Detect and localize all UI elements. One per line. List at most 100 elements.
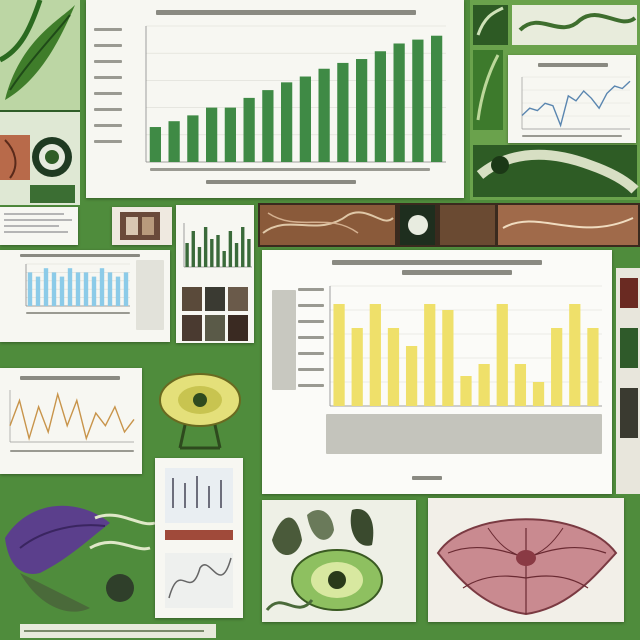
illegible-text xyxy=(20,254,140,257)
flower-icon xyxy=(5,505,156,612)
orange-line-chart-card xyxy=(0,368,142,474)
bar xyxy=(431,35,443,162)
leaf-photo-collage xyxy=(0,0,80,205)
bar xyxy=(67,268,73,306)
illegible-text xyxy=(26,312,130,314)
bar xyxy=(107,272,113,306)
illegible-text xyxy=(156,10,416,15)
leaf-photos-and-line-chart xyxy=(470,0,640,200)
bar xyxy=(123,272,129,306)
bar xyxy=(442,310,454,406)
bar xyxy=(59,276,65,306)
bar xyxy=(374,51,386,162)
illegible-text xyxy=(94,92,122,95)
illegible-text xyxy=(94,140,122,143)
illegible-text xyxy=(298,368,324,371)
bar xyxy=(91,276,97,306)
bar xyxy=(587,328,599,406)
bar xyxy=(478,364,490,406)
bar xyxy=(496,304,508,406)
bar xyxy=(43,268,49,306)
purple-flower-illustration xyxy=(0,478,160,618)
illegible-text xyxy=(94,76,122,79)
illegible-text xyxy=(326,414,602,454)
bar xyxy=(99,268,105,306)
bar xyxy=(27,272,33,306)
bar xyxy=(387,328,400,406)
dark-bar-chart xyxy=(183,223,252,268)
venation-diagram-card xyxy=(428,498,624,622)
bar xyxy=(191,231,195,267)
blue-bar-chart-card xyxy=(0,250,170,342)
leaf-eye-icon xyxy=(159,373,241,450)
bar xyxy=(551,328,563,406)
specimen-sketch-card xyxy=(155,458,243,618)
illegible-text xyxy=(298,384,324,387)
blue-bar-chart xyxy=(20,254,164,330)
illegible-text xyxy=(298,352,324,355)
orange-line-chart xyxy=(9,376,135,452)
bar xyxy=(197,247,202,267)
illegible-text xyxy=(136,260,164,330)
yellow-bar-chart-card xyxy=(262,250,612,494)
illegible-text xyxy=(94,124,122,127)
bar xyxy=(247,239,251,267)
illegible-text xyxy=(94,28,122,31)
bar xyxy=(351,328,363,406)
seed-pod-icon xyxy=(473,5,639,197)
illegible-text xyxy=(402,270,512,275)
illegible-text xyxy=(298,336,324,339)
bar xyxy=(228,231,233,267)
bar xyxy=(224,107,236,162)
bar xyxy=(243,97,255,162)
illegible-text xyxy=(332,260,542,265)
series-line xyxy=(521,80,631,128)
bar xyxy=(35,276,41,306)
bar xyxy=(318,68,330,162)
bar xyxy=(210,239,214,267)
green-bar-chart xyxy=(94,10,446,184)
leaf-icon xyxy=(0,0,80,205)
bar xyxy=(51,272,57,306)
text-snippet-card xyxy=(0,207,78,245)
bar xyxy=(75,272,81,306)
seed-illustration-card xyxy=(262,500,416,622)
illegible-text xyxy=(298,320,324,323)
blue-line-chart xyxy=(521,63,631,137)
bar xyxy=(234,243,239,267)
bar xyxy=(424,304,436,406)
bar xyxy=(187,115,199,162)
bar xyxy=(514,364,527,406)
bar xyxy=(149,127,161,162)
illegible-text xyxy=(298,304,324,307)
specimen-column xyxy=(616,268,640,494)
blue-line-chart-card xyxy=(508,55,636,143)
illegible-text xyxy=(412,476,442,480)
illegible-text xyxy=(206,180,356,184)
green-bar-chart-card xyxy=(86,0,464,198)
photo-thumbnail xyxy=(112,207,172,245)
bar xyxy=(115,276,121,306)
bar xyxy=(299,76,311,162)
illegible-text xyxy=(298,288,324,291)
bar xyxy=(281,82,293,162)
leaf-eye-illustration xyxy=(150,370,250,450)
bar xyxy=(569,304,581,406)
dark-bar-chart-card xyxy=(176,205,254,343)
bar xyxy=(337,62,349,162)
illegible-text xyxy=(94,44,122,47)
bar xyxy=(203,227,208,267)
illegible-text xyxy=(20,376,120,380)
bar xyxy=(356,59,368,162)
root-texture-strip xyxy=(258,203,640,247)
bar xyxy=(405,346,418,406)
bar xyxy=(222,251,226,267)
illegible-text xyxy=(10,450,134,452)
illegible-text xyxy=(150,168,430,171)
series-line xyxy=(9,391,135,442)
yellow-bar-chart xyxy=(272,260,602,480)
illegible-text xyxy=(272,290,296,390)
illegible-text xyxy=(94,60,122,63)
bar xyxy=(83,272,89,306)
